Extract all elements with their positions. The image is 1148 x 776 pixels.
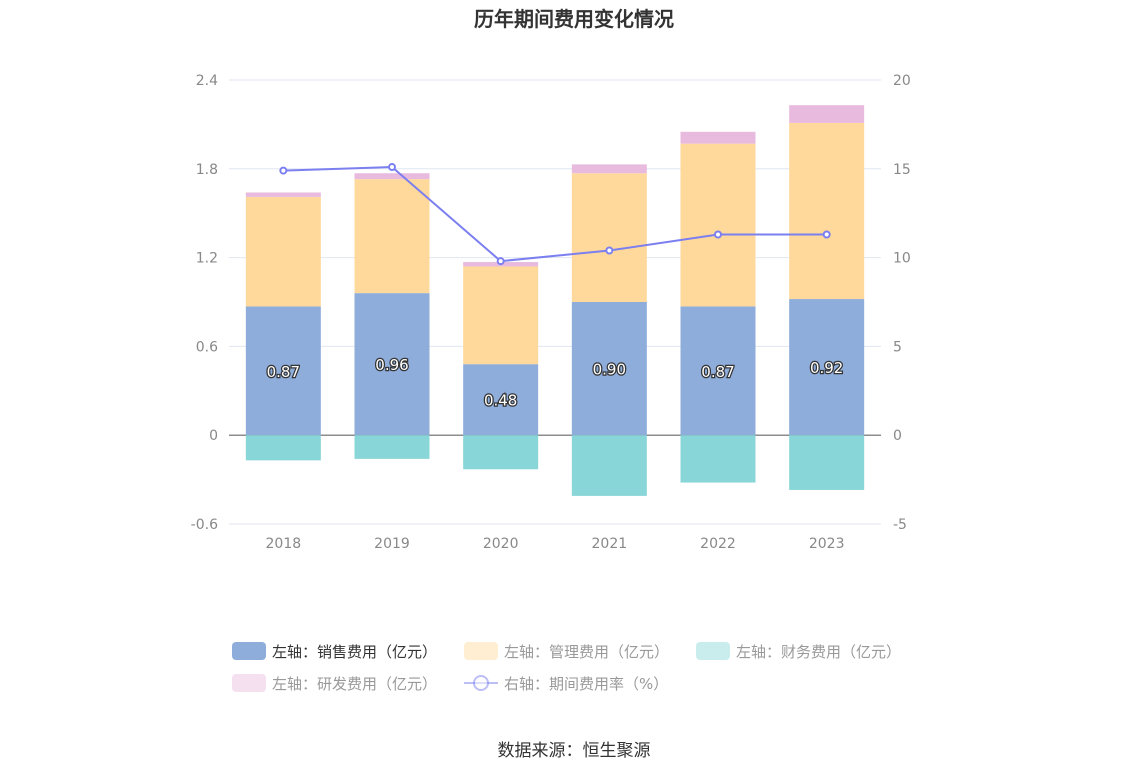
chart-title: 历年期间费用变化情况: [474, 7, 674, 31]
legend[interactable]: 左轴：销售费用（亿元） 左轴：管理费用（亿元） 左轴：财务费用（亿元） 左轴：研发费用…: [232, 642, 901, 693]
legend-label: 左轴：销售费用（亿元）: [272, 643, 437, 661]
left-tick-label: 1.2: [196, 251, 218, 267]
bar-segment: [789, 122, 865, 300]
bar-segment: [463, 266, 539, 365]
legend-swatch-icon: [232, 642, 266, 660]
rate-point: [714, 230, 722, 239]
bar-segment: [354, 173, 430, 180]
legend-item[interactable]: 左轴：研发费用（亿元）: [232, 674, 437, 693]
bar-segment: [354, 435, 430, 459]
right-tick-label: -5: [893, 517, 907, 533]
rate-point: [388, 163, 396, 172]
x-tick-label: 2018: [266, 536, 302, 552]
legend-item[interactable]: 左轴：财务费用（亿元）: [696, 642, 901, 661]
bar-segment: [354, 293, 430, 436]
legend-label: 右轴：期间费用率（%）: [504, 675, 668, 693]
rate-line-path: [283, 166, 827, 263]
bar-labels: 0.87 0.96 0.48 0.90 0.87 0.92: [265, 355, 844, 411]
bars: [245, 105, 865, 496]
right-y-axis: 20 15 10 5 0 -5: [893, 73, 911, 533]
bar-value-label: 0.87: [701, 363, 734, 381]
rate-line: [279, 163, 831, 266]
grid: [229, 79, 881, 525]
bar-segment: [463, 435, 539, 470]
legend-swatch-icon: [464, 642, 498, 660]
bar-segment: [245, 306, 321, 436]
bar-segment: [571, 173, 647, 302]
x-tick-label: 2023: [809, 536, 845, 552]
source-note: 数据来源：恒生聚源: [498, 741, 651, 761]
x-tick-label: 2020: [483, 536, 519, 552]
bar-segment: [571, 164, 647, 174]
right-tick-label: 5: [893, 339, 902, 355]
right-tick-label: 10: [893, 251, 911, 267]
bar-value-label: 0.92: [810, 359, 843, 377]
bar-segment: [680, 131, 756, 144]
bar-segment: [571, 302, 647, 436]
bar-segment: [354, 179, 430, 294]
x-tick-label: 2022: [700, 536, 736, 552]
right-tick-label: 20: [893, 73, 911, 89]
right-tick-label: 0: [893, 428, 902, 444]
left-y-axis: 2.4 1.8 1.2 0.6 0 -0.6: [191, 73, 218, 533]
bar-segment: [245, 196, 321, 307]
x-tick-label: 2019: [374, 536, 410, 552]
bar-segment: [789, 299, 865, 436]
legend-item[interactable]: 左轴：销售费用（亿元）: [232, 642, 437, 661]
legend-marker-icon: [473, 675, 489, 691]
left-tick-label: 0: [209, 428, 218, 444]
bar-segment: [789, 105, 865, 123]
bar-value-label: 0.48: [484, 392, 517, 410]
bar-value-label: 0.96: [375, 356, 408, 374]
bar-value-label: 0.87: [267, 363, 300, 381]
legend-swatch-icon: [232, 674, 266, 692]
left-tick-label: 1.8: [196, 162, 218, 178]
bar-segment: [463, 364, 539, 436]
rate-point: [822, 230, 831, 239]
left-tick-label: -0.6: [191, 517, 218, 533]
rate-point: [279, 166, 288, 175]
legend-swatch-icon: [696, 642, 730, 660]
bar-segment: [245, 192, 321, 197]
bar-segment: [680, 435, 756, 483]
legend-label: 左轴：研发费用（亿元）: [272, 675, 437, 693]
left-tick-label: 0.6: [196, 339, 218, 355]
left-tick-label: 2.4: [196, 73, 218, 89]
legend-label: 左轴：管理费用（亿元）: [504, 643, 669, 661]
bar-segment: [680, 143, 756, 307]
rate-point: [496, 257, 505, 266]
legend-item[interactable]: 右轴：期间费用率（%）: [464, 675, 668, 693]
bar-segment: [245, 435, 321, 461]
bar-segment: [571, 435, 647, 496]
legend-label: 左轴：财务费用（亿元）: [736, 643, 901, 661]
x-tick-label: 2021: [592, 536, 628, 552]
bar-segment: [789, 435, 865, 490]
bar-value-label: 0.90: [593, 361, 626, 379]
right-tick-label: 15: [893, 162, 911, 178]
x-axis: 2018 2019 2020 2021 2022 2023: [266, 536, 845, 552]
legend-item[interactable]: 左轴：管理费用（亿元）: [464, 642, 669, 661]
rate-point: [605, 246, 614, 255]
bar-segment: [680, 306, 756, 436]
